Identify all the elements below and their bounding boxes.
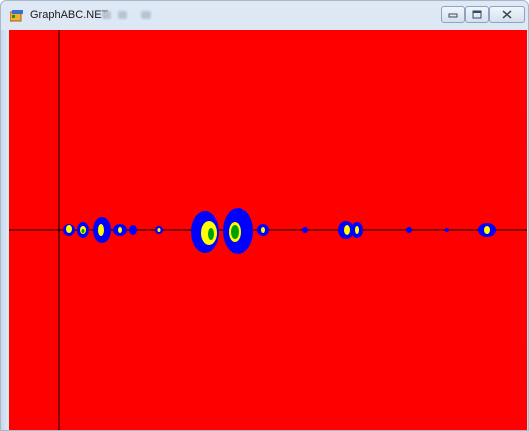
close-icon	[502, 10, 512, 19]
blob-3	[93, 217, 111, 243]
blob-4	[113, 224, 127, 236]
title-bar[interactable]: GraphABC.NET	[1, 1, 528, 29]
blob-12	[478, 223, 496, 237]
graph-canvas[interactable]	[9, 30, 527, 430]
blob-1	[63, 224, 75, 236]
window-frame-left	[1, 30, 9, 430]
maximize-icon	[472, 10, 482, 19]
blob-7	[257, 224, 269, 236]
blob-9	[338, 221, 363, 239]
blob-main-right	[223, 208, 253, 254]
blob-5	[129, 225, 137, 235]
blurred-title-fragment	[102, 11, 111, 19]
close-button[interactable]	[489, 6, 525, 23]
blob-main-left	[191, 211, 219, 253]
blurred-title-fragment	[118, 11, 127, 19]
blob-2	[77, 222, 89, 238]
blob-10	[406, 227, 412, 233]
minimize-icon	[448, 13, 458, 17]
blob-6	[155, 226, 163, 234]
blurred-title-fragment	[141, 11, 151, 19]
blob-11	[445, 228, 449, 232]
window-title: GraphABC.NET	[30, 9, 109, 21]
minimize-button[interactable]	[441, 6, 465, 23]
app-icon[interactable]	[9, 9, 23, 22]
plot-surface	[9, 30, 527, 430]
blob-8	[302, 227, 308, 233]
maximize-button[interactable]	[465, 6, 489, 23]
